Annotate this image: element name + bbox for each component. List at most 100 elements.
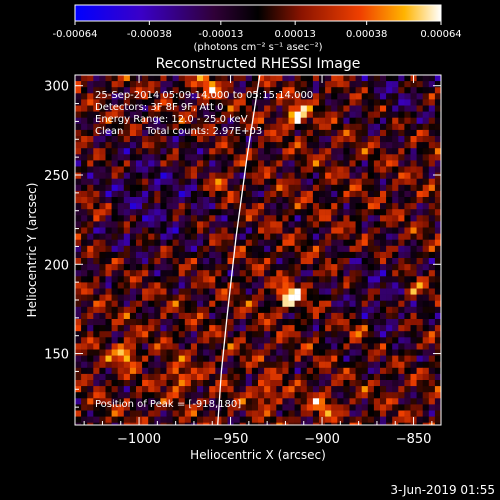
heatmap-cell [81,270,88,277]
heatmap-cell [367,355,375,362]
heatmap-cell [142,355,149,362]
heatmap-cell [221,166,228,173]
heatmap-cell [123,270,131,277]
heatmap-cell [294,300,301,308]
heatmap-cell [245,294,253,301]
heatmap-cell [215,355,222,362]
heatmap-cell [288,227,295,234]
x-tick-label: −850 [396,432,432,447]
heatmap-cell [355,367,362,375]
heatmap-cell [270,276,277,283]
heatmap-cell [416,190,423,198]
heatmap-cell [373,123,381,131]
heatmap-cell [136,172,143,179]
heatmap-cell [300,111,308,118]
x-tick-label: −900 [304,432,340,447]
heatmap-cell [178,325,186,332]
heatmap-cell [355,154,362,161]
heatmap-cell [373,148,381,155]
heatmap-cell [428,300,436,308]
heatmap-cell [258,276,265,283]
heatmap-cell [367,190,375,198]
heatmap-cell [312,166,320,173]
heatmap-cell [416,422,423,425]
heatmap-cell [416,227,423,234]
heatmap-cell [129,184,137,192]
heatmap-cell [319,172,326,179]
heatmap-cell [184,392,192,399]
heatmap-cell [294,312,301,320]
heatmap-cell [251,288,259,295]
heatmap-cell [331,123,338,131]
heatmap-cell [367,154,375,161]
heatmap-cell [184,184,192,192]
heatmap-cell [154,410,161,417]
heatmap-cell [209,251,216,259]
heatmap-cell [105,343,112,350]
heatmap-cell [373,404,381,411]
heatmap-cell [75,197,82,204]
heatmap-cell [142,416,149,423]
heatmap-cell [160,160,167,167]
heatmap-cell [148,306,155,314]
heatmap-cell [111,81,118,88]
heatmap-cell [221,221,228,228]
heatmap-cell [75,221,82,228]
heatmap-cell [203,380,210,387]
heatmap-cell [428,337,436,344]
heatmap-cell [227,386,234,393]
heatmap-cell [178,422,186,425]
heatmap-cell [270,422,277,425]
heatmap-cell [373,99,381,106]
heatmap-cell [142,75,149,82]
heatmap-cell [367,227,375,234]
heatmap-cell [105,319,112,326]
heatmap-cell [123,233,131,240]
heatmap-cell [105,117,112,125]
heatmap-cell [87,129,94,137]
heatmap-cell [160,87,167,94]
heatmap-cell [136,264,143,271]
heatmap-cell [233,197,240,204]
heatmap-cell [239,233,247,240]
heatmap-cell [190,136,198,143]
heatmap-cell [264,312,271,320]
heatmap-cell [215,367,222,375]
heatmap-cell [428,349,436,356]
heatmap-cell [136,337,143,344]
heatmap-cell [123,392,131,399]
heatmap-cell [197,373,204,381]
heatmap-cell [294,111,301,118]
heatmap-cell [422,270,430,277]
heatmap-cell [203,99,210,106]
heatmap-cell [276,75,283,82]
heatmap-cell [373,325,381,332]
heatmap-cell [349,166,356,173]
heatmap-cell [282,184,289,192]
heatmap-cell [349,233,356,240]
heatmap-cell [209,81,216,88]
heatmap-cell [215,197,222,204]
heatmap-cell [349,227,356,234]
heatmap-cell [166,251,173,259]
heatmap-cell [148,203,155,210]
heatmap-cell [361,233,369,240]
heatmap-cell [398,386,405,393]
heatmap-cell [233,294,240,301]
heatmap-cell [319,410,326,417]
heatmap-cell [81,404,88,411]
heatmap-cell [117,386,125,393]
heatmap-cell [312,178,320,186]
heatmap-cell [434,215,441,222]
heatmap-cell [380,398,387,405]
heatmap-cell [300,142,308,149]
heatmap-cell [294,227,301,234]
heatmap-cell [380,325,387,332]
heatmap-cell [111,172,118,179]
heatmap-cell [422,136,430,143]
heatmap-cell [428,209,436,216]
heatmap-cell [276,288,283,295]
heatmap-cell [288,178,295,186]
heatmap-cell [93,178,100,186]
heatmap-cell [160,264,167,271]
